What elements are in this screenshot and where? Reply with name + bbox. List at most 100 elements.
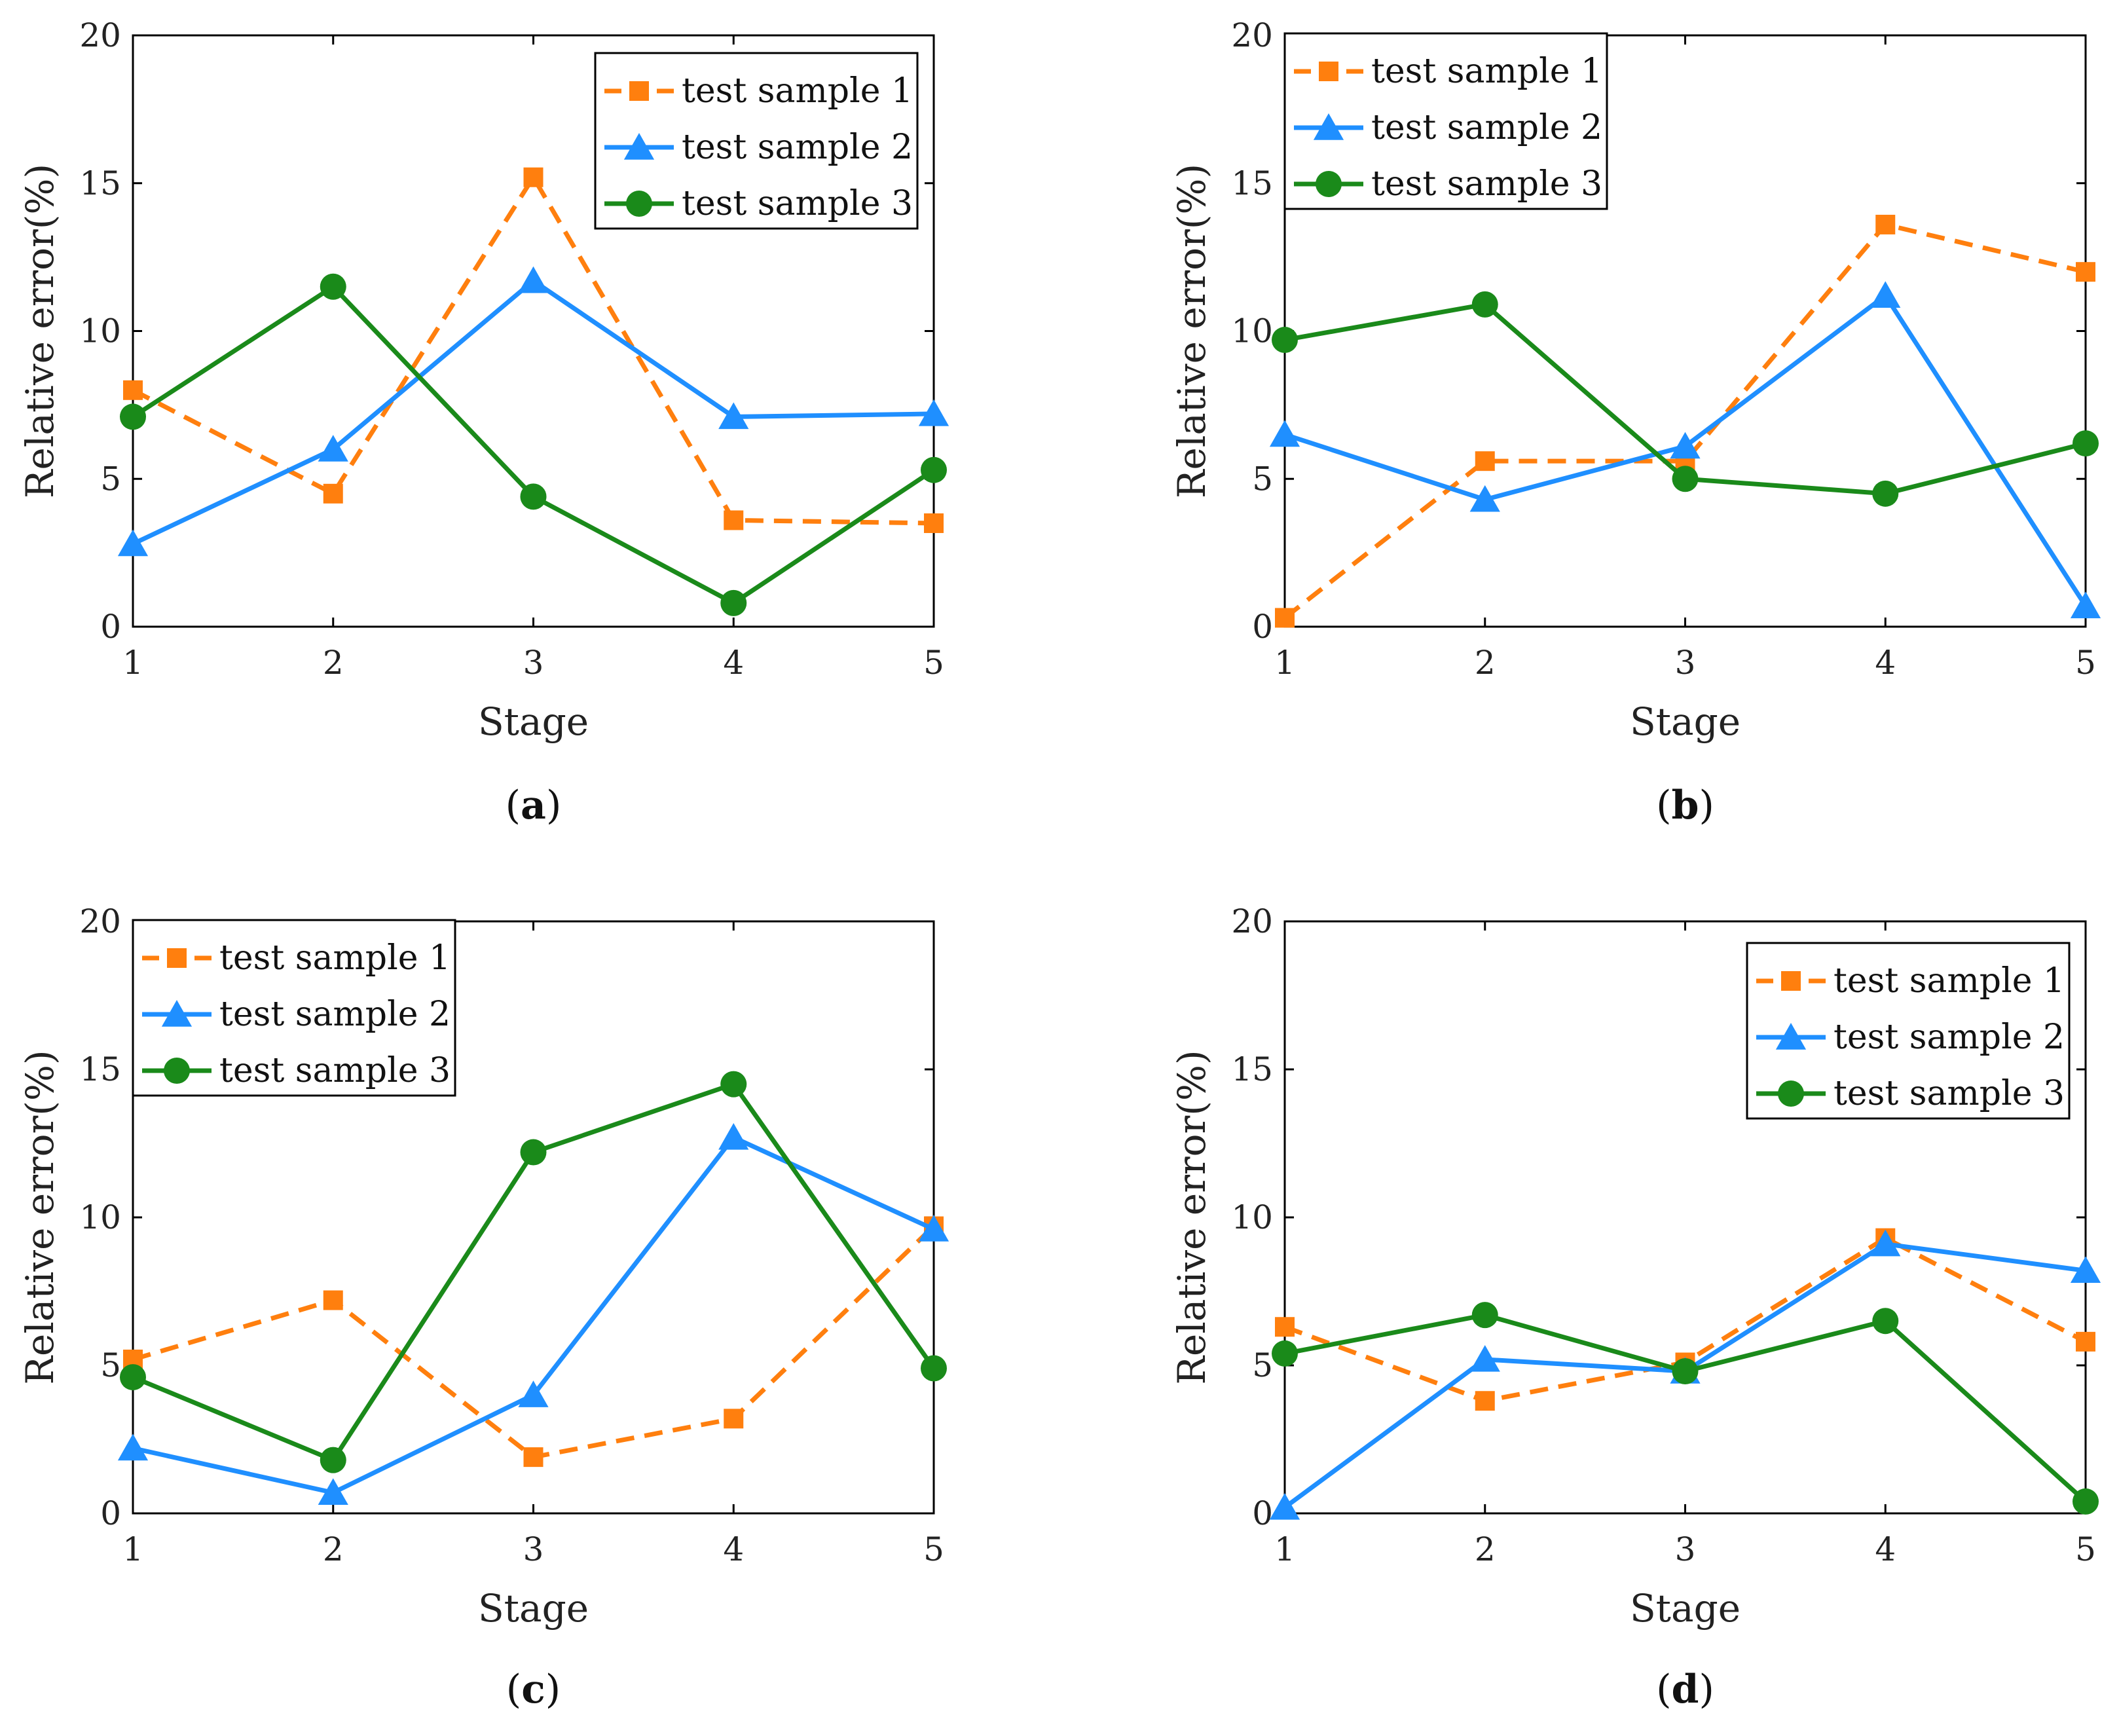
series-1 (123, 167, 944, 533)
data-point-s1-3 (523, 1447, 544, 1468)
data-point-s3-5 (921, 1355, 947, 1382)
x-axis-title: Stage (1630, 699, 1741, 744)
panel-label-open-paren: ( (1656, 783, 1671, 828)
data-point-s3-1 (1272, 1340, 1298, 1367)
series-line-3 (132, 284, 935, 606)
data-point-s3-4 (1872, 480, 1899, 507)
y-tick-label: 15 (79, 164, 121, 202)
data-point-s1-5 (2076, 1331, 2095, 1352)
legend: test sample 1 test sample 2 test sample 3 (1283, 32, 1608, 210)
legend-swatch-marker-2 (1313, 113, 1344, 140)
legend-entry-1: test sample 1 (1371, 52, 1602, 91)
x-tick-label: 1 (122, 1530, 143, 1568)
y-tick-label: 10 (79, 312, 121, 350)
y-tick-label: 5 (100, 1346, 121, 1384)
x-tick-label: 1 (122, 644, 143, 682)
data-point-s3-5 (2073, 430, 2099, 457)
series-3 (120, 1071, 947, 1473)
y-tick-label: 10 (1231, 1198, 1273, 1236)
data-point-s1-2 (323, 483, 343, 504)
legend: test sample 1 test sample 2 test sample 3 (132, 919, 456, 1097)
x-tick-label: 4 (1875, 644, 1896, 682)
y-tick-label: 0 (1252, 1494, 1273, 1532)
x-axis-title: Stage (478, 1586, 589, 1631)
data-point-s3-1 (120, 1364, 146, 1391)
y-tick-label: 20 (1231, 902, 1273, 940)
y-tick-label: 0 (100, 1494, 121, 1532)
legend-swatch-marker-2 (1775, 1023, 1807, 1050)
data-point-s3-4 (1872, 1308, 1899, 1335)
legend-entry-1: test sample 1 (1833, 961, 2065, 1001)
data-point-s3-4 (720, 589, 747, 616)
legend: test sample 1 test sample 2 test sample 3 (594, 52, 919, 230)
x-tick-label: 2 (1475, 644, 1496, 682)
chart-panel-d: 0 5 10 15 20 1 2 3 4 5 Stage Relative error(%) test … (1170, 902, 2101, 1712)
data-point-s2-4 (718, 1122, 749, 1150)
y-tick-label: 10 (1231, 312, 1273, 350)
panel-label-close-paren: ) (545, 1667, 561, 1712)
x-tick-label: 5 (2075, 644, 2096, 682)
data-point-s2-1 (1269, 1492, 1300, 1520)
panel-label-close-paren: ) (546, 783, 561, 828)
data-point-s3-4 (720, 1071, 747, 1098)
x-axis-title: Stage (478, 699, 589, 744)
data-point-s2-3 (1670, 432, 1701, 459)
data-point-s2-2 (1469, 1344, 1500, 1372)
panel-label-open-paren: ( (1656, 1667, 1671, 1712)
x-tick-label: 3 (1675, 644, 1696, 682)
data-point-s2-1 (117, 529, 149, 557)
x-tick-label: 2 (323, 644, 344, 682)
data-point-s2-4 (718, 402, 749, 430)
series-line-1 (132, 1225, 936, 1460)
panel-label-open-paren: ( (506, 783, 521, 828)
panel-label-close-paren: ) (1699, 783, 1714, 828)
series-2 (1269, 281, 2101, 619)
legend-entry-2: test sample 2 (1371, 108, 1602, 147)
chart-panel-a: 0 5 10 15 20 1 2 3 4 5 Stage Relative error(%) test … (18, 16, 949, 828)
legend-entry-1: test sample 1 (219, 938, 451, 978)
legend-entry-3: test sample 3 (219, 1051, 451, 1090)
data-point-s3-1 (120, 403, 146, 430)
data-point-s3-2 (320, 1447, 346, 1473)
y-tick-label: 15 (1231, 1050, 1273, 1088)
data-point-s3-3 (1672, 1358, 1699, 1385)
panel-label-d: (d) (1656, 1667, 1714, 1712)
data-point-s3-3 (520, 483, 547, 510)
legend-swatch-marker-1 (167, 948, 187, 968)
y-axis-title: Relative error(%) (18, 1050, 62, 1384)
legend-swatch-marker-2 (623, 133, 655, 160)
data-point-s1-2 (323, 1290, 343, 1310)
y-tick-label: 5 (100, 460, 121, 498)
data-point-s3-5 (921, 456, 947, 483)
legend-entry-2: test sample 2 (1833, 1018, 2065, 1057)
data-point-s2-3 (518, 1380, 549, 1407)
data-point-s1-2 (1475, 1391, 1495, 1411)
panel-label-a: (a) (506, 783, 562, 828)
data-point-s3-2 (320, 273, 346, 300)
panel-label-letter: c (521, 1667, 545, 1712)
data-point-s1-5 (924, 513, 944, 533)
series-3 (1272, 1302, 2099, 1515)
x-tick-label: 3 (523, 1530, 544, 1568)
series-2 (117, 266, 949, 557)
chart-panel-b: 0 5 10 15 20 1 2 3 4 5 Stage Relative error(%) test … (1170, 16, 2101, 828)
data-point-s2-5 (2070, 591, 2101, 619)
data-point-s1-1 (123, 380, 143, 400)
legend-swatch-marker-1 (629, 81, 649, 101)
data-point-s3-3 (520, 1139, 547, 1166)
data-point-s3-2 (1471, 291, 1498, 318)
legend: test sample 1 test sample 2 test sample 3 (1746, 942, 2071, 1120)
legend-swatch-marker-3 (1778, 1080, 1804, 1107)
data-point-s2-2 (318, 435, 348, 462)
y-tick-label: 5 (1252, 1346, 1273, 1384)
data-point-s3-1 (1272, 327, 1298, 354)
data-point-s1-1 (1275, 608, 1295, 628)
y-tick-label: 15 (1231, 164, 1273, 202)
series-1 (1275, 214, 2095, 628)
data-point-s2-1 (117, 1433, 149, 1461)
x-tick-label: 5 (2075, 1530, 2096, 1568)
x-tick-label: 5 (923, 644, 944, 682)
data-point-s1-4 (1875, 214, 1896, 234)
x-tick-label: 2 (323, 1530, 344, 1568)
